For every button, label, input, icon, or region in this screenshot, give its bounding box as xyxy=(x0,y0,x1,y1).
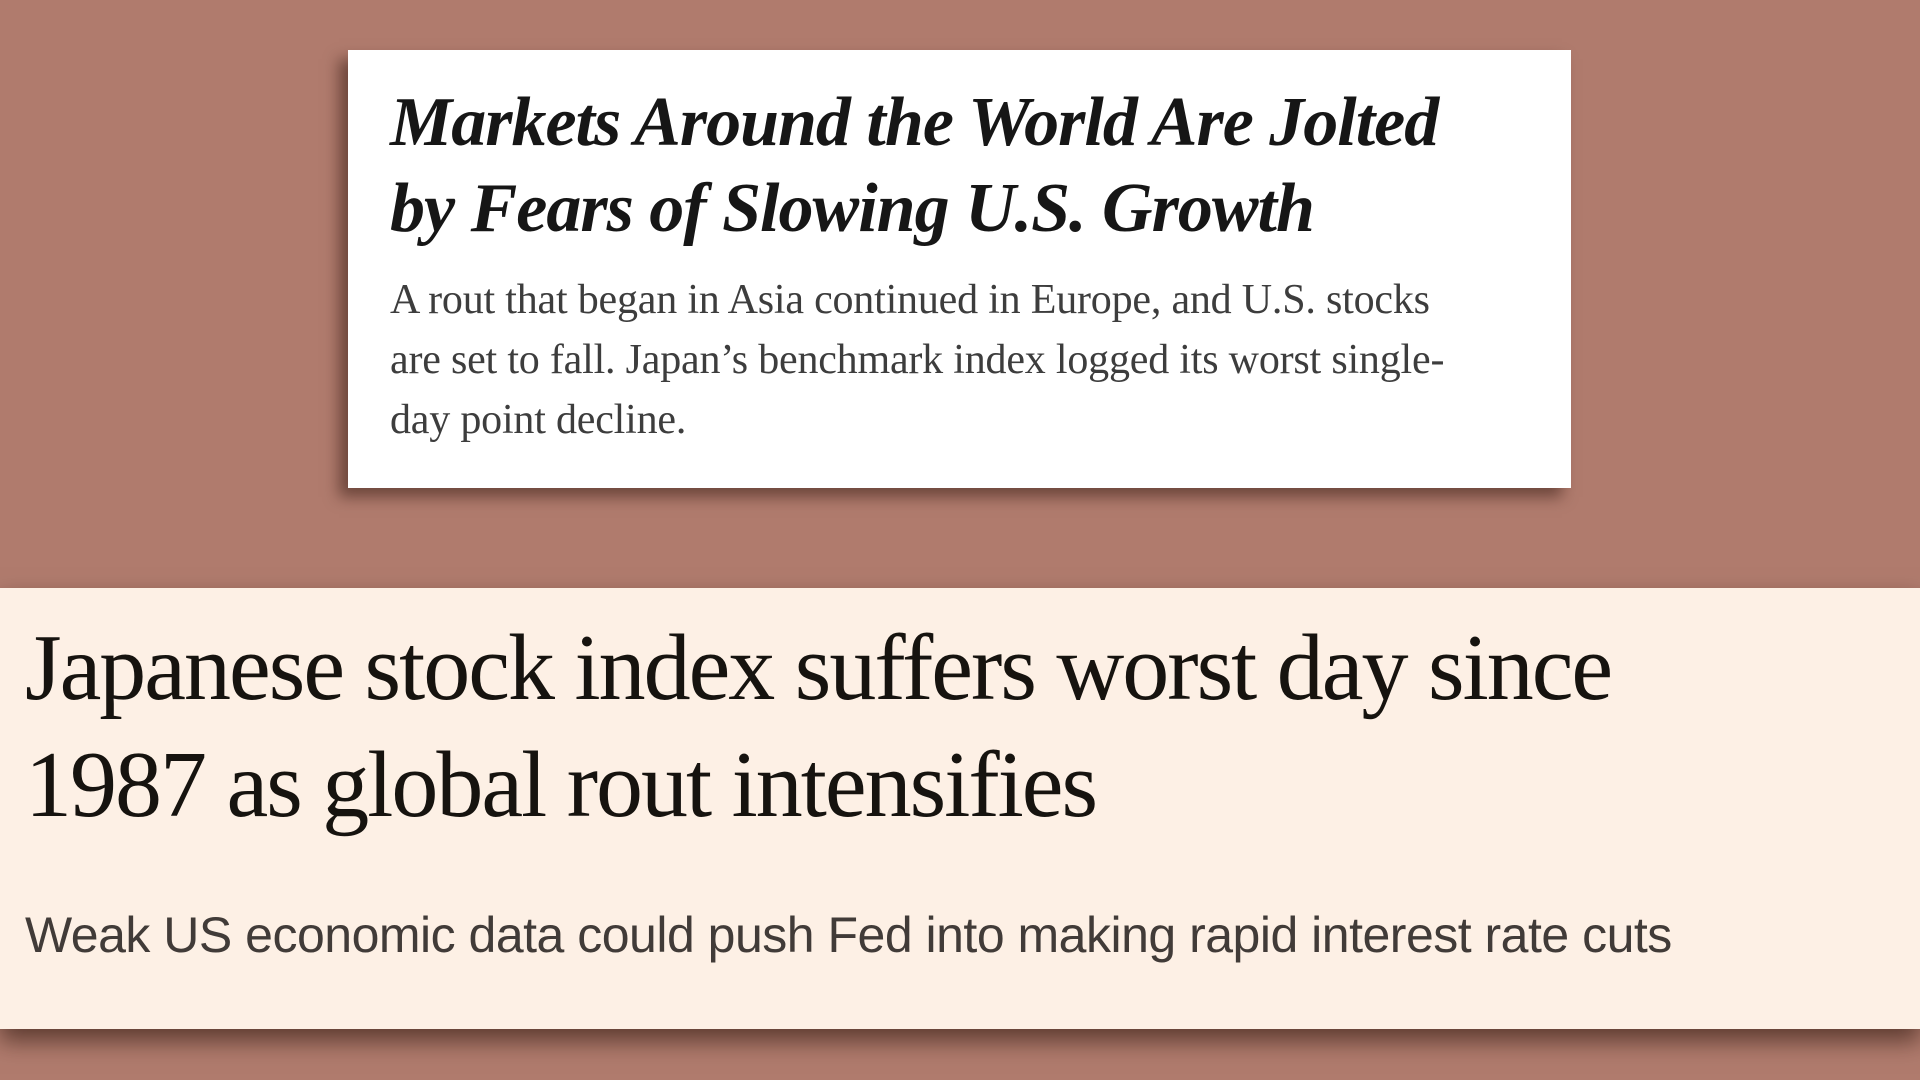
nyt-dek-line-2: are set to fall. Japan’s benchmark index… xyxy=(390,337,1445,383)
ft-headline-line-1: Japanese stock index suffers worst day s… xyxy=(25,616,1613,720)
nyt-headline-line-2: by Fears of Slowing U.S. Growth xyxy=(390,170,1315,247)
nyt-dek-line-1: A rout that began in Asia continued in E… xyxy=(390,277,1430,323)
ft-headline: Japanese stock index suffers worst day s… xyxy=(25,610,1920,844)
nyt-headline-card: Markets Around the World Are Jolted by F… xyxy=(348,50,1571,488)
ft-subhead: Weak US economic data could push Fed int… xyxy=(25,907,1672,963)
ft-headline-line-2: 1987 as global rout intensifies xyxy=(25,733,1098,837)
nyt-headline: Markets Around the World Are Jolted by F… xyxy=(390,80,1521,252)
nyt-dek: A rout that began in Asia continued in E… xyxy=(390,270,1521,450)
nyt-headline-line-1: Markets Around the World Are Jolted xyxy=(390,84,1439,161)
nyt-dek-line-3: day point decline. xyxy=(390,397,687,443)
ft-headline-banner: Japanese stock index suffers worst day s… xyxy=(0,588,1920,1029)
